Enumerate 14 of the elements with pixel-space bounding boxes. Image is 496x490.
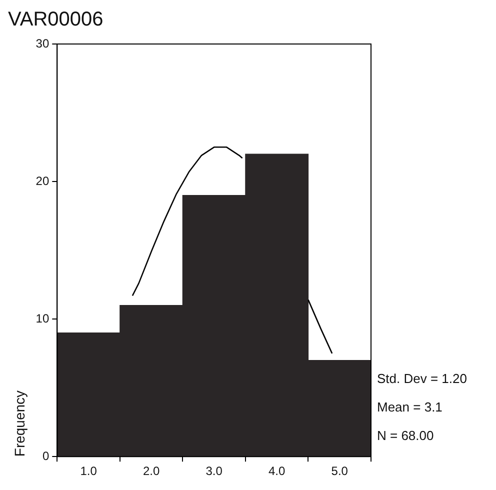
x-tick-label: 5.0	[331, 464, 348, 478]
y-axis-title: Frequency	[11, 390, 28, 457]
text: N = 68.00	[377, 428, 434, 444]
x-tick-label: 3.0	[206, 464, 223, 478]
y-tick-label: 10	[36, 311, 50, 326]
x-tick-label: 2.0	[142, 464, 160, 478]
x-tick-label: 4.0	[268, 464, 286, 478]
y-tick-label: 20	[36, 174, 50, 188]
y-tick-label: 30	[36, 36, 50, 50]
y-tick-label: 0	[42, 448, 50, 463]
text: Std. Dev = 1.20	[377, 371, 467, 386]
text: Mean = 3.1	[377, 400, 442, 415]
x-tick-label: 1.0	[80, 464, 98, 478]
chart-title: VAR00006	[8, 8, 104, 31]
